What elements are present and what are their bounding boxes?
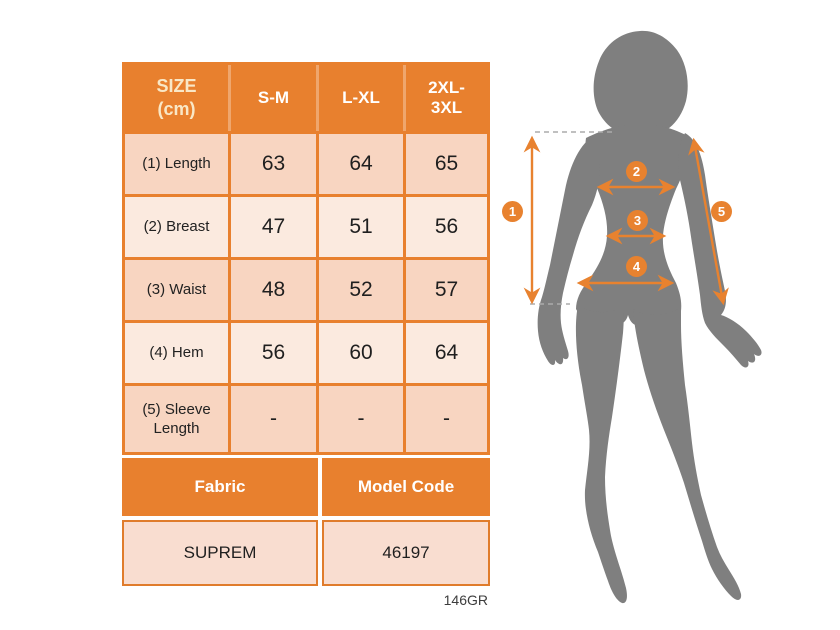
fabric-header: Fabric [122, 458, 318, 516]
corner-header-size-cm: SIZE (cm) [125, 65, 228, 131]
sleeve-l-xl: - [319, 386, 403, 452]
silhouette-head [593, 30, 688, 135]
sleeve-s-m: - [231, 386, 316, 452]
silhouette-left-leg [575, 305, 627, 604]
model-weight-footnote: 146GR [443, 592, 488, 608]
model-code-header: Model Code [322, 458, 490, 516]
length-s-m: 63 [231, 134, 316, 194]
row-label-waist: (3) Waist [125, 260, 228, 320]
sleeve-2xl-3xl: - [406, 386, 487, 452]
waist-2xl-3xl: 57 [406, 260, 487, 320]
col-header-2xl-3xl-label: 2XL-3XL [428, 78, 465, 117]
size-table: SIZE (cm) S-M L-XL 2XL-3XL (1) Length 63… [122, 62, 490, 586]
marker-4-hem: 4 [626, 256, 647, 277]
row-label-hem: (4) Hem [125, 323, 228, 383]
marker-3-waist: 3 [627, 210, 648, 231]
woman-silhouette [537, 30, 762, 604]
marker-2-breast: 2 [626, 161, 647, 182]
col-header-s-m: S-M [231, 65, 316, 131]
waist-l-xl: 52 [319, 260, 403, 320]
row-label-breast: (2) Breast [125, 197, 228, 257]
col-header-2xl-3xl: 2XL-3XL [406, 65, 487, 131]
length-l-xl: 64 [319, 134, 403, 194]
corner-header-line1: SIZE [156, 75, 197, 96]
col-header-l-xl: L-XL [319, 65, 403, 131]
row-label-length: (1) Length [125, 134, 228, 194]
row-label-sleeve-length: (5) Sleeve Length [125, 386, 228, 452]
silhouette-right-leg [633, 307, 742, 600]
hem-s-m: 56 [231, 323, 316, 383]
info-value-row: SUPREM 46197 [122, 520, 490, 586]
measurement-figure [523, 30, 762, 604]
hem-l-xl: 60 [319, 323, 403, 383]
measurements-grid: SIZE (cm) S-M L-XL 2XL-3XL (1) Length 63… [122, 62, 490, 455]
model-code-value: 46197 [322, 520, 490, 586]
info-header-row: Fabric Model Code [122, 458, 490, 516]
breast-2xl-3xl: 56 [406, 197, 487, 257]
marker-1-length: 1 [502, 201, 523, 222]
silhouette-right-arm [678, 133, 762, 368]
fabric-value: SUPREM [122, 520, 318, 586]
corner-header-line2: (cm) [157, 99, 196, 119]
measure-arrow-sleeve [688, 137, 729, 306]
waist-s-m: 48 [231, 260, 316, 320]
marker-5-sleeve: 5 [711, 201, 732, 222]
hem-2xl-3xl: 64 [406, 323, 487, 383]
length-2xl-3xl: 65 [406, 134, 487, 194]
breast-l-xl: 51 [319, 197, 403, 257]
breast-s-m: 47 [231, 197, 316, 257]
silhouette-left-arm [537, 135, 600, 365]
